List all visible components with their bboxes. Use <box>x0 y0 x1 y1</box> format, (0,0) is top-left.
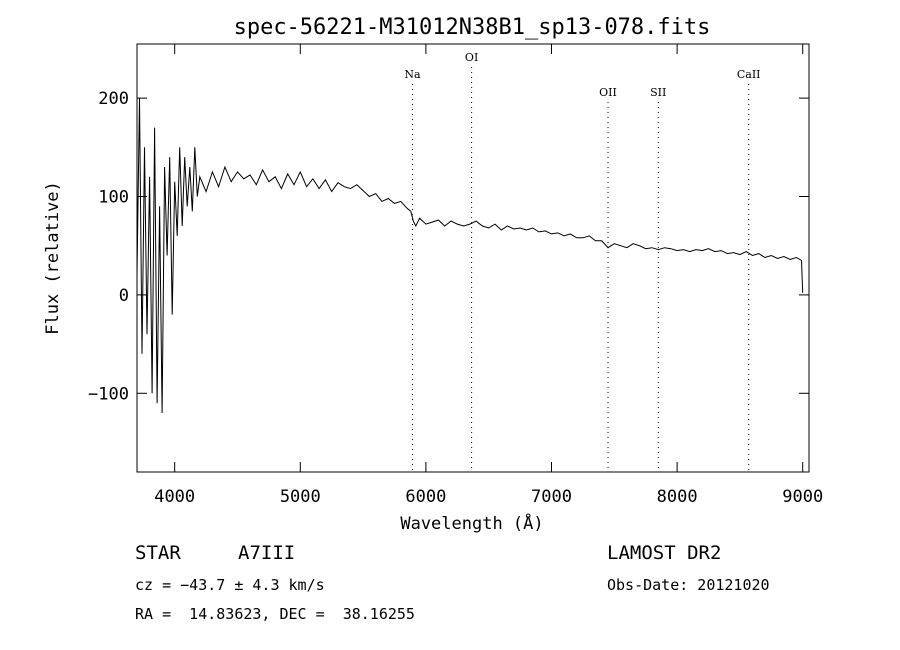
x-tick-label: 8000 <box>657 487 698 507</box>
y-axis-label: Flux (relative) <box>43 181 63 335</box>
x-tick-label: 6000 <box>405 487 446 507</box>
y-tick-label: 200 <box>98 89 129 109</box>
x-tick-label: 7000 <box>531 487 572 507</box>
spectrum-line <box>136 98 804 414</box>
spectrum-series <box>136 98 804 414</box>
coordinates-readout: RA = 14.83623, DEC = 38.16255 <box>135 605 415 623</box>
axis-ticks: 4000 5000 6000 7000 8000 9000 −100 0 100 200 <box>88 44 823 507</box>
spectral-line-label: SII <box>650 86 666 99</box>
redshift-readout: cz = −43.7 ± 4.3 km/s <box>135 576 325 594</box>
object-type: STAR <box>135 542 181 564</box>
spectral-subclass: A7III <box>238 542 296 564</box>
x-tick-label: 5000 <box>280 487 321 507</box>
plot-frame <box>136 43 810 473</box>
y-tick-label: 0 <box>119 286 129 306</box>
x-tick-label: 9000 <box>782 487 823 507</box>
spectral-line-markers: Na OI OII SII CaII <box>404 51 761 472</box>
x-axis-label: Wavelength (Å) <box>400 512 543 534</box>
chart-title: spec-56221-M31012N38B1_sp13-078.fits <box>234 15 711 40</box>
y-tick-label: 100 <box>98 188 129 208</box>
spectral-line-label: OII <box>599 86 617 99</box>
x-tick-label: 4000 <box>154 487 195 507</box>
spectral-line-label: CaII <box>737 68 761 81</box>
survey-name: LAMOST DR2 <box>607 542 722 564</box>
y-tick-label: −100 <box>88 384 129 404</box>
spectral-line-label: Na <box>404 68 421 81</box>
spectral-line-label: OI <box>465 51 478 64</box>
observation-date: Obs-Date: 20121020 <box>607 576 770 594</box>
